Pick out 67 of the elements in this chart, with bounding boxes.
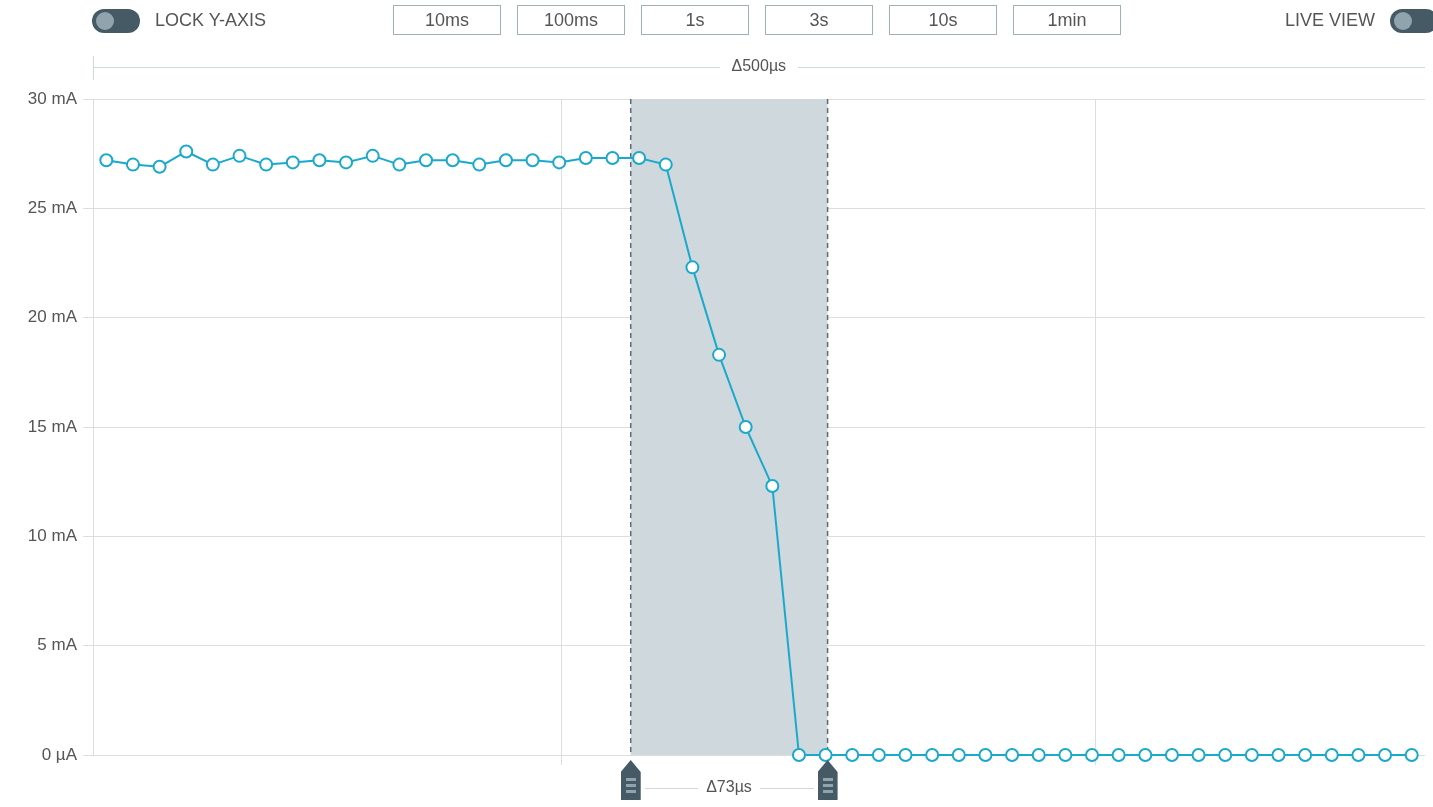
point — [472, 157, 487, 172]
text: Δ500µs — [719, 57, 799, 75]
point — [152, 159, 167, 174]
point — [205, 157, 220, 172]
point — [1271, 748, 1286, 762]
point — [1164, 748, 1179, 762]
point — [99, 153, 114, 168]
point — [1378, 748, 1393, 762]
y-tick-label: 25 mA — [27, 198, 78, 218]
y-tick-label: 5 mA — [37, 635, 78, 655]
point — [632, 151, 647, 166]
text: LOCK Y-AXIS — [155, 10, 267, 31]
point — [285, 155, 300, 170]
text: 10ms — [393, 5, 501, 35]
point — [578, 151, 593, 166]
text: LIVE VIEW — [1284, 10, 1375, 31]
y-tick-label: 0 µA — [41, 744, 78, 764]
text: 1s — [641, 5, 749, 35]
point — [978, 748, 993, 762]
point — [1058, 748, 1073, 762]
point — [392, 157, 407, 172]
point — [125, 157, 140, 172]
point — [898, 748, 913, 762]
point — [1404, 748, 1419, 762]
point — [179, 144, 194, 159]
point — [685, 260, 700, 275]
y-tick-label: 30 mA — [27, 88, 78, 108]
point — [312, 153, 327, 168]
point — [365, 148, 380, 163]
point — [738, 420, 753, 434]
point — [445, 153, 460, 168]
point — [552, 155, 567, 170]
point — [1191, 748, 1206, 762]
point — [1031, 748, 1046, 762]
point — [951, 748, 966, 762]
point — [765, 479, 780, 494]
point — [1244, 748, 1259, 762]
point — [1138, 748, 1153, 762]
point — [818, 748, 833, 762]
point — [658, 157, 673, 172]
text: 3s — [765, 5, 873, 35]
text: Δ73µs — [698, 778, 760, 796]
point — [871, 748, 886, 762]
point — [791, 748, 806, 762]
point — [232, 148, 247, 163]
point — [1351, 748, 1366, 762]
y-tick-label: 10 mA — [27, 526, 78, 546]
point — [1218, 748, 1233, 762]
point — [712, 347, 727, 362]
point — [925, 748, 940, 762]
text: 100ms — [517, 5, 625, 35]
point — [339, 155, 354, 170]
text: 1min — [1013, 5, 1121, 35]
point — [845, 748, 860, 762]
text: 10s — [889, 5, 997, 35]
point — [1324, 748, 1339, 762]
point — [419, 153, 433, 168]
point — [1298, 748, 1313, 762]
point — [498, 153, 513, 168]
point — [1111, 748, 1126, 762]
point — [1085, 748, 1099, 762]
point — [525, 153, 540, 168]
y-tick-label: 15 mA — [27, 416, 78, 436]
y-tick-label: 20 mA — [27, 307, 78, 327]
point — [1005, 748, 1020, 762]
point — [605, 151, 620, 166]
point — [259, 157, 274, 172]
